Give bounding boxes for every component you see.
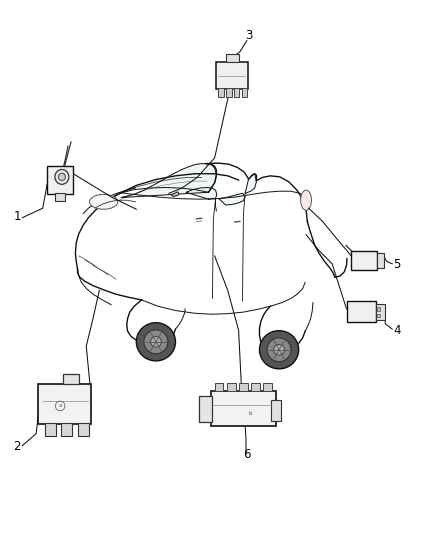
Ellipse shape [259, 330, 299, 369]
Bar [45, 423, 56, 436]
Polygon shape [121, 164, 216, 198]
Bar [378, 314, 380, 317]
Bar [239, 383, 248, 391]
Bar [218, 88, 224, 97]
Bar [199, 396, 212, 422]
FancyBboxPatch shape [351, 251, 377, 270]
Ellipse shape [300, 190, 311, 211]
Ellipse shape [55, 169, 69, 184]
Text: 5: 5 [393, 257, 400, 271]
Text: 1: 1 [14, 210, 21, 223]
Ellipse shape [274, 344, 285, 355]
Bar [226, 54, 239, 62]
Ellipse shape [267, 338, 291, 362]
FancyBboxPatch shape [346, 301, 376, 322]
Bar [378, 308, 380, 311]
Polygon shape [219, 193, 245, 205]
Polygon shape [171, 192, 179, 197]
Text: 4: 4 [393, 325, 401, 337]
Text: 2: 2 [14, 440, 21, 453]
Bar [251, 383, 260, 391]
Bar [242, 88, 247, 97]
Bar [271, 400, 281, 421]
Bar [61, 423, 72, 436]
Bar [377, 253, 385, 268]
Ellipse shape [58, 173, 65, 181]
Text: a: a [58, 403, 62, 408]
FancyBboxPatch shape [211, 391, 276, 425]
Text: b: b [249, 411, 252, 416]
FancyBboxPatch shape [215, 62, 248, 90]
Ellipse shape [144, 330, 168, 354]
FancyBboxPatch shape [39, 384, 91, 424]
Bar [234, 88, 240, 97]
Text: 6: 6 [243, 448, 251, 462]
Polygon shape [245, 174, 256, 193]
Ellipse shape [89, 195, 118, 209]
Bar [78, 423, 89, 436]
Bar [226, 88, 232, 97]
Bar [215, 383, 223, 391]
Bar [47, 166, 73, 194]
Ellipse shape [150, 336, 161, 347]
Bar [227, 383, 236, 391]
Bar [55, 193, 65, 201]
Text: 3: 3 [245, 28, 252, 42]
Bar [376, 304, 385, 319]
Ellipse shape [136, 322, 176, 361]
FancyBboxPatch shape [63, 374, 79, 384]
Polygon shape [186, 188, 217, 199]
Bar [263, 383, 272, 391]
